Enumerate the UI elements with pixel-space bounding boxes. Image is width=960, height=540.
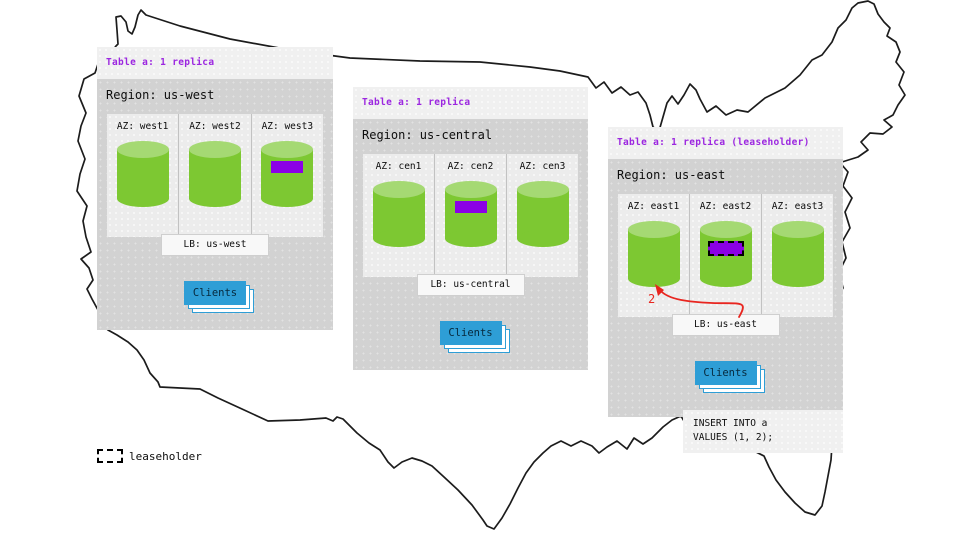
database-replica-cylinder <box>444 181 497 247</box>
clients-stack: Clients <box>439 321 502 345</box>
region-panel-us-east: Table a: 1 replica (leaseholder) Region:… <box>608 127 843 453</box>
table-replica-label: Table a: 1 replica <box>362 97 471 108</box>
az-column: AZ: west2 <box>178 114 250 237</box>
table-replica-header: Table a: 1 replica <box>353 87 588 119</box>
sql-statement-note: INSERT INTO a VALUES (1, 2); <box>683 410 843 453</box>
clients-stack: Clients <box>184 281 246 305</box>
region-body: Region: us-west AZ: west1 AZ: west2 AZ: … <box>97 79 333 330</box>
region-body: Region: us-central AZ: cen1 AZ: cen2 AZ:… <box>353 119 588 370</box>
table-replica-header: Table a: 1 replica <box>97 47 333 79</box>
az-container: AZ: west1 AZ: west2 AZ: west3 <box>107 114 323 237</box>
az-label: AZ: cen2 <box>447 161 494 172</box>
database-replica-cylinder <box>188 141 241 207</box>
database-replica-cylinder <box>372 181 425 247</box>
table-range-chip <box>271 161 304 173</box>
table-replica-label: Table a: 1 replica <box>106 57 215 68</box>
database-replica-cylinder <box>627 221 680 287</box>
az-column: AZ: west1 <box>107 114 178 237</box>
leaseholder-swatch-icon <box>97 449 123 463</box>
database-replica-cylinder <box>516 181 569 247</box>
table-range-chip <box>454 201 487 213</box>
az-column: AZ: cen1 <box>363 154 434 277</box>
database-replica-cylinder <box>261 141 314 207</box>
sql-line-2: VALUES (1, 2); <box>693 432 774 443</box>
az-label: AZ: west1 <box>116 121 169 132</box>
az-column: AZ: east1 <box>618 194 689 317</box>
az-column: AZ: east2 <box>689 194 761 317</box>
database-replica-cylinder <box>116 141 169 207</box>
region-panel-us-central: Table a: 1 replica Region: us-central AZ… <box>353 87 588 370</box>
load-balancer-box: LB: us-central <box>416 274 525 296</box>
load-balancer-box: LB: us-east <box>671 314 780 336</box>
az-label: AZ: west2 <box>189 121 241 132</box>
az-column: AZ: cen2 <box>434 154 506 277</box>
database-replica-cylinder <box>699 221 752 287</box>
sql-line-1: INSERT INTO a <box>693 418 768 429</box>
table-replica-label: Table a: 1 replica (leaseholder) <box>617 137 810 148</box>
region-title: Region: us-west <box>106 88 215 102</box>
leaseholder-chip <box>707 241 744 256</box>
az-column: AZ: west3 <box>250 114 323 237</box>
az-container: AZ: east1 AZ: east2 AZ: east3 <box>618 194 833 317</box>
clients-stack: Clients <box>694 361 757 385</box>
az-column: AZ: east3 <box>761 194 833 317</box>
az-label: AZ: cen3 <box>519 161 566 172</box>
az-label: AZ: west3 <box>261 121 314 132</box>
region-panel-us-west: Table a: 1 replica Region: us-west AZ: w… <box>97 47 333 330</box>
database-replica-cylinder <box>771 221 824 287</box>
az-label: AZ: east1 <box>627 201 680 212</box>
region-body: Region: us-east AZ: east1 AZ: east2 AZ: … <box>608 159 843 417</box>
az-label: AZ: cen1 <box>375 161 422 172</box>
table-replica-header: Table a: 1 replica (leaseholder) <box>608 127 843 159</box>
legend-label: leaseholder <box>129 449 202 463</box>
load-balancer-box: LB: us-west <box>161 234 269 256</box>
az-column: AZ: cen3 <box>506 154 578 277</box>
az-label: AZ: east2 <box>699 201 752 212</box>
legend: leaseholder <box>97 449 202 463</box>
az-container: AZ: cen1 AZ: cen2 AZ: cen3 <box>363 154 578 277</box>
az-label: AZ: east3 <box>771 201 824 212</box>
region-title: Region: us-east <box>617 168 726 182</box>
region-title: Region: us-central <box>362 128 493 142</box>
